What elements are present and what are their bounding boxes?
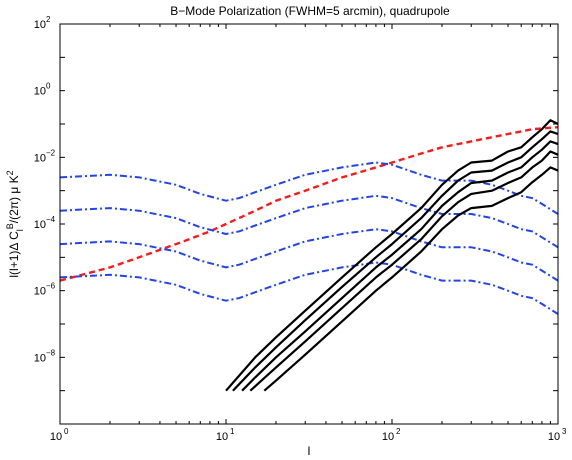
series-line-dashdot-1 [60,161,558,215]
x-tick-exponent: 3 [562,427,567,436]
y-tick-label: 10 [34,352,46,364]
series-line-solid-6 [232,130,558,392]
x-tick-label: 10 [216,431,228,443]
series-line-dashdot-3 [60,228,558,282]
x-tick-exponent: 2 [396,427,401,436]
series-line-solid-7 [241,140,558,392]
y-tick-label: 10 [34,152,46,164]
y-tick-label: 10 [34,286,46,298]
plot-area [60,119,558,392]
series-line-dashed-0 [60,126,558,282]
chart-title: B−Mode Polarization (FWHM=5 arcmin), qua… [170,4,450,18]
x-axis-label: l [308,444,311,458]
series-layer [60,119,558,392]
series-line-solid-8 [249,150,558,392]
series-line-dashdot-4 [60,261,558,315]
y-tick-exponent: 0 [46,82,51,91]
y-tick-exponent: −6 [46,282,56,291]
series-line-solid-5 [225,119,558,392]
y-tick-exponent: −4 [46,215,56,224]
y-axis-label-text: l(l+1)Δ ClB/(2π) μ K2 [5,170,25,277]
x-tick-label: 10 [50,431,62,443]
y-axis-label: l(l+1)Δ ClB/(2π) μ K2 [5,170,25,277]
y-tick-exponent: −8 [46,348,56,357]
y-tick-label: 10 [34,19,46,31]
x-tick-exponent: 1 [230,427,235,436]
y-tick-exponent: −2 [46,148,56,157]
x-tick-exponent: 0 [64,427,69,436]
y-tick-label: 10 [34,219,46,231]
x-tick-label: 10 [382,431,394,443]
axes-layer: 10 0 10 1 10 2 10 310 −810 −610 −410 −210 010 2 [34,15,567,443]
series-line-dashdot-2 [60,194,558,249]
y-tick-exponent: 2 [46,15,51,24]
y-tick-label: 10 [34,86,46,98]
series-line-solid-9 [263,166,558,392]
x-tick-label: 10 [548,431,560,443]
